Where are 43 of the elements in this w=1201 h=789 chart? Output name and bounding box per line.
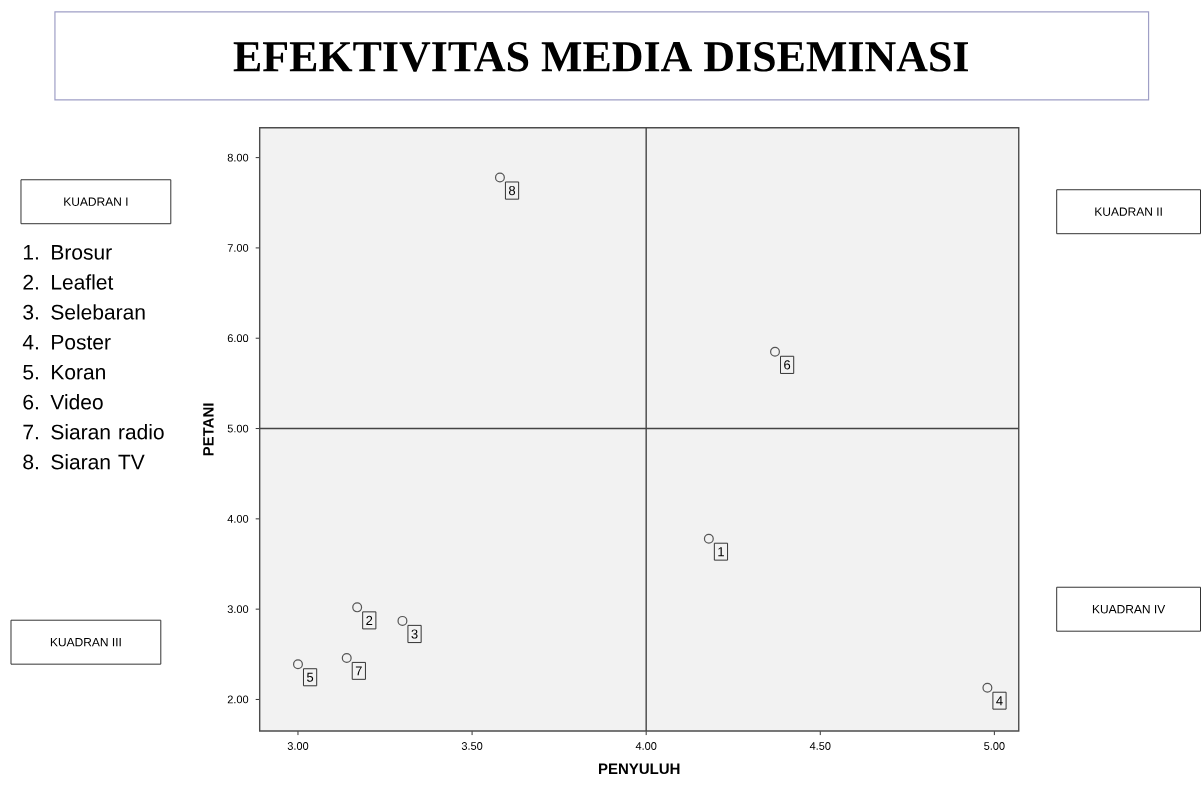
text: KUADRAN IV (1092, 605, 1166, 614)
text: KUADRAN II (1095, 207, 1162, 216)
y-tick-label: 2.00 (227, 695, 249, 704)
annotation: 6 (784, 360, 791, 370)
text: 1. Brosur (23, 245, 112, 260)
annotation: 4 (996, 696, 1003, 706)
annotation: 3 (411, 629, 418, 639)
annotation: 5 (307, 672, 314, 682)
x-tick-label: 4.00 (635, 742, 657, 750)
point (770, 346, 780, 357)
point (341, 652, 352, 663)
point (982, 682, 993, 693)
x-tick-label: 3.50 (461, 742, 483, 750)
point (352, 602, 363, 613)
y-tick-label: 6.00 (227, 334, 249, 343)
text: 4. Poster (22, 334, 111, 350)
point (397, 615, 408, 626)
chart-title: EFEKTIVITAS MEDIA DISEMINASI (233, 42, 968, 72)
text: 6. Video (23, 394, 103, 410)
annotation: 2 (366, 615, 373, 625)
y-axis-title: PETANI (203, 403, 214, 456)
text: KUADRAN III (50, 638, 121, 647)
text: 2. Leaflet (23, 274, 114, 290)
annotation: 1 (718, 547, 724, 557)
point (494, 172, 505, 183)
y-tick-label: 3.00 (227, 605, 249, 614)
annotation: 7 (355, 666, 362, 676)
text: KUADRAN I (64, 197, 128, 206)
x-tick-label: 4.50 (809, 742, 831, 750)
y-tick-label: 4.00 (227, 514, 249, 523)
y-tick-label: 7.00 (227, 244, 249, 252)
text: 5. Koran (23, 364, 105, 380)
text: 7. Siaran radio (23, 424, 164, 440)
text: 8. Siaran TV (23, 454, 145, 470)
text: 3. Selebaran (23, 304, 145, 320)
x-tick-label: 3.00 (287, 742, 309, 750)
y-tick-label: 5.00 (227, 424, 249, 433)
x-axis-title: PENYULUH (599, 763, 680, 775)
point (292, 659, 303, 670)
point (703, 533, 714, 544)
annotation: 8 (508, 185, 516, 196)
x-tick-label: 5.00 (984, 742, 1005, 750)
y-tick-label: 8.00 (227, 153, 249, 162)
